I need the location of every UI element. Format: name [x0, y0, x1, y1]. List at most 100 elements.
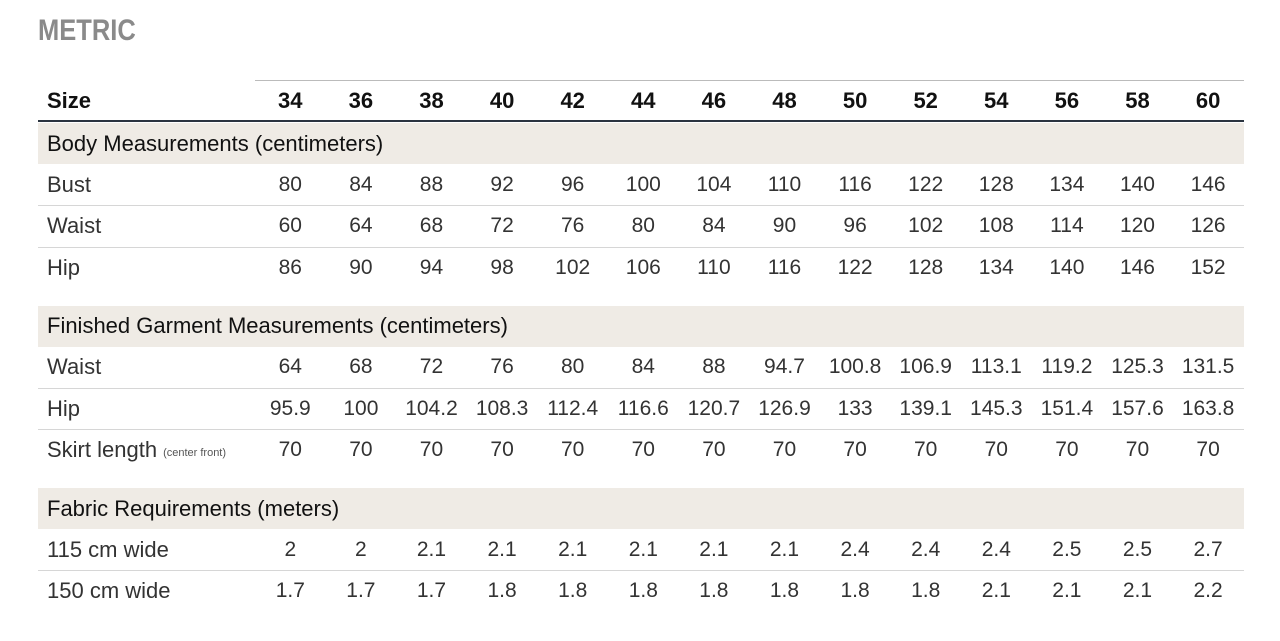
- value-cell: 94.7: [764, 355, 805, 379]
- value-cell: 96: [843, 214, 867, 238]
- page-title: METRIC: [38, 14, 136, 47]
- value-cell: 2: [284, 537, 297, 561]
- value-cell: 80: [561, 355, 585, 379]
- value-cell: 2.1: [769, 537, 800, 561]
- value-cell: 128: [908, 255, 944, 279]
- value-cell: 102: [555, 255, 591, 279]
- value-cell: 126: [1190, 214, 1226, 238]
- header-top-rule: [255, 80, 1244, 81]
- value-cell: 151.4: [1040, 396, 1094, 420]
- value-cell: 90: [772, 214, 797, 238]
- value-cell: 84: [349, 172, 373, 196]
- value-cell: 84: [702, 214, 726, 238]
- value-cell: 1.8: [558, 579, 588, 603]
- value-cell: 1.8: [628, 579, 658, 603]
- value-cell: 92: [490, 172, 514, 196]
- value-cell: 68: [349, 355, 373, 379]
- size-header: 36: [348, 88, 374, 113]
- value-cell: 104: [696, 172, 732, 196]
- row-rule: [38, 429, 1244, 430]
- value-cell: 76: [561, 214, 585, 238]
- value-cell: 2.1: [558, 537, 588, 561]
- value-cell: 70: [914, 438, 938, 462]
- size-header: 44: [631, 88, 656, 113]
- value-cell: 70: [1196, 438, 1220, 462]
- value-cell: 70: [278, 438, 302, 462]
- value-cell: 2.1: [699, 537, 729, 561]
- value-cell: 80: [278, 172, 302, 196]
- value-cell: 2.2: [1193, 579, 1223, 603]
- row-label-text: 150 cm wide: [47, 578, 171, 604]
- value-cell: 128: [978, 172, 1014, 196]
- row-rule: [38, 387, 1244, 389]
- value-cell: 2.5: [1122, 537, 1153, 561]
- row-label-text: Waist: [47, 213, 102, 239]
- value-cell: 1.8: [840, 579, 870, 603]
- value-cell: 70: [490, 438, 514, 462]
- value-cell: 70: [984, 438, 1008, 462]
- value-cell: 1.8: [911, 579, 941, 603]
- size-header: 58: [1125, 88, 1150, 113]
- value-cell: 140: [1119, 172, 1155, 196]
- value-cell: 114: [1050, 214, 1084, 238]
- value-cell: 100: [343, 396, 379, 420]
- row-label: 150 cm wide: [47, 571, 171, 613]
- value-cell: 80: [631, 214, 655, 238]
- value-cell: 70: [843, 438, 867, 462]
- value-cell: 72: [419, 355, 444, 379]
- value-cell: 134: [978, 255, 1014, 279]
- value-cell: 112.4: [547, 396, 599, 420]
- value-cell: 1.7: [416, 579, 447, 603]
- row-note: (center front): [163, 447, 227, 460]
- row-label-text: Hip: [47, 254, 81, 280]
- row-label-text: 115 cm wide: [47, 536, 169, 562]
- value-cell: 2.4: [981, 537, 1011, 561]
- row-rule: [38, 570, 1244, 571]
- value-cell: 60: [278, 214, 302, 238]
- value-cell: 1.8: [699, 579, 729, 603]
- value-cell: 70: [349, 438, 373, 462]
- value-cell: 152: [1190, 255, 1226, 279]
- value-cell: 2: [355, 537, 367, 561]
- value-cell: 100.8: [828, 355, 882, 379]
- value-cell: 68: [419, 214, 444, 238]
- value-cell: 70: [772, 438, 797, 462]
- value-cell: 70: [702, 438, 726, 462]
- value-cell: 163.8: [1181, 396, 1235, 420]
- size-header: 50: [842, 88, 868, 113]
- value-cell: 120: [1119, 214, 1155, 238]
- value-cell: 70: [561, 438, 585, 462]
- row-label: Waist: [47, 347, 101, 389]
- value-cell: 84: [631, 355, 655, 379]
- value-cell: 88: [419, 172, 444, 196]
- value-cell: 2.4: [911, 537, 941, 561]
- value-cell: 2.1: [1052, 579, 1082, 603]
- header-bottom-rule: [38, 120, 1244, 122]
- value-cell: 146: [1190, 172, 1226, 196]
- value-cell: 116: [767, 255, 802, 279]
- value-cell: 64: [349, 214, 373, 238]
- row-rule: [38, 205, 1244, 206]
- value-cell: 70: [1055, 438, 1079, 462]
- section-band: [38, 305, 1244, 347]
- size-header: 52: [913, 88, 938, 113]
- value-cell: 2.5: [1052, 537, 1082, 561]
- value-cell: 131.5: [1181, 355, 1235, 379]
- size-header: 38: [419, 88, 444, 113]
- row-label-text: Hip: [47, 395, 81, 421]
- value-cell: 122: [837, 255, 873, 279]
- row-label: Bust: [47, 164, 91, 206]
- row-label: Skirt length (center front): [47, 430, 226, 472]
- value-cell: 125.3: [1111, 355, 1164, 379]
- value-cell: 2.1: [1122, 579, 1153, 603]
- value-cell: 157.6: [1111, 396, 1164, 420]
- value-cell: 106: [625, 255, 661, 279]
- size-label: Size: [47, 88, 92, 113]
- value-cell: 100: [625, 172, 661, 196]
- row-label: Hip: [47, 247, 80, 289]
- value-cell: 70: [419, 438, 444, 462]
- size-header: 40: [489, 88, 515, 113]
- section-band: [38, 488, 1244, 529]
- value-cell: 113.1: [970, 355, 1022, 379]
